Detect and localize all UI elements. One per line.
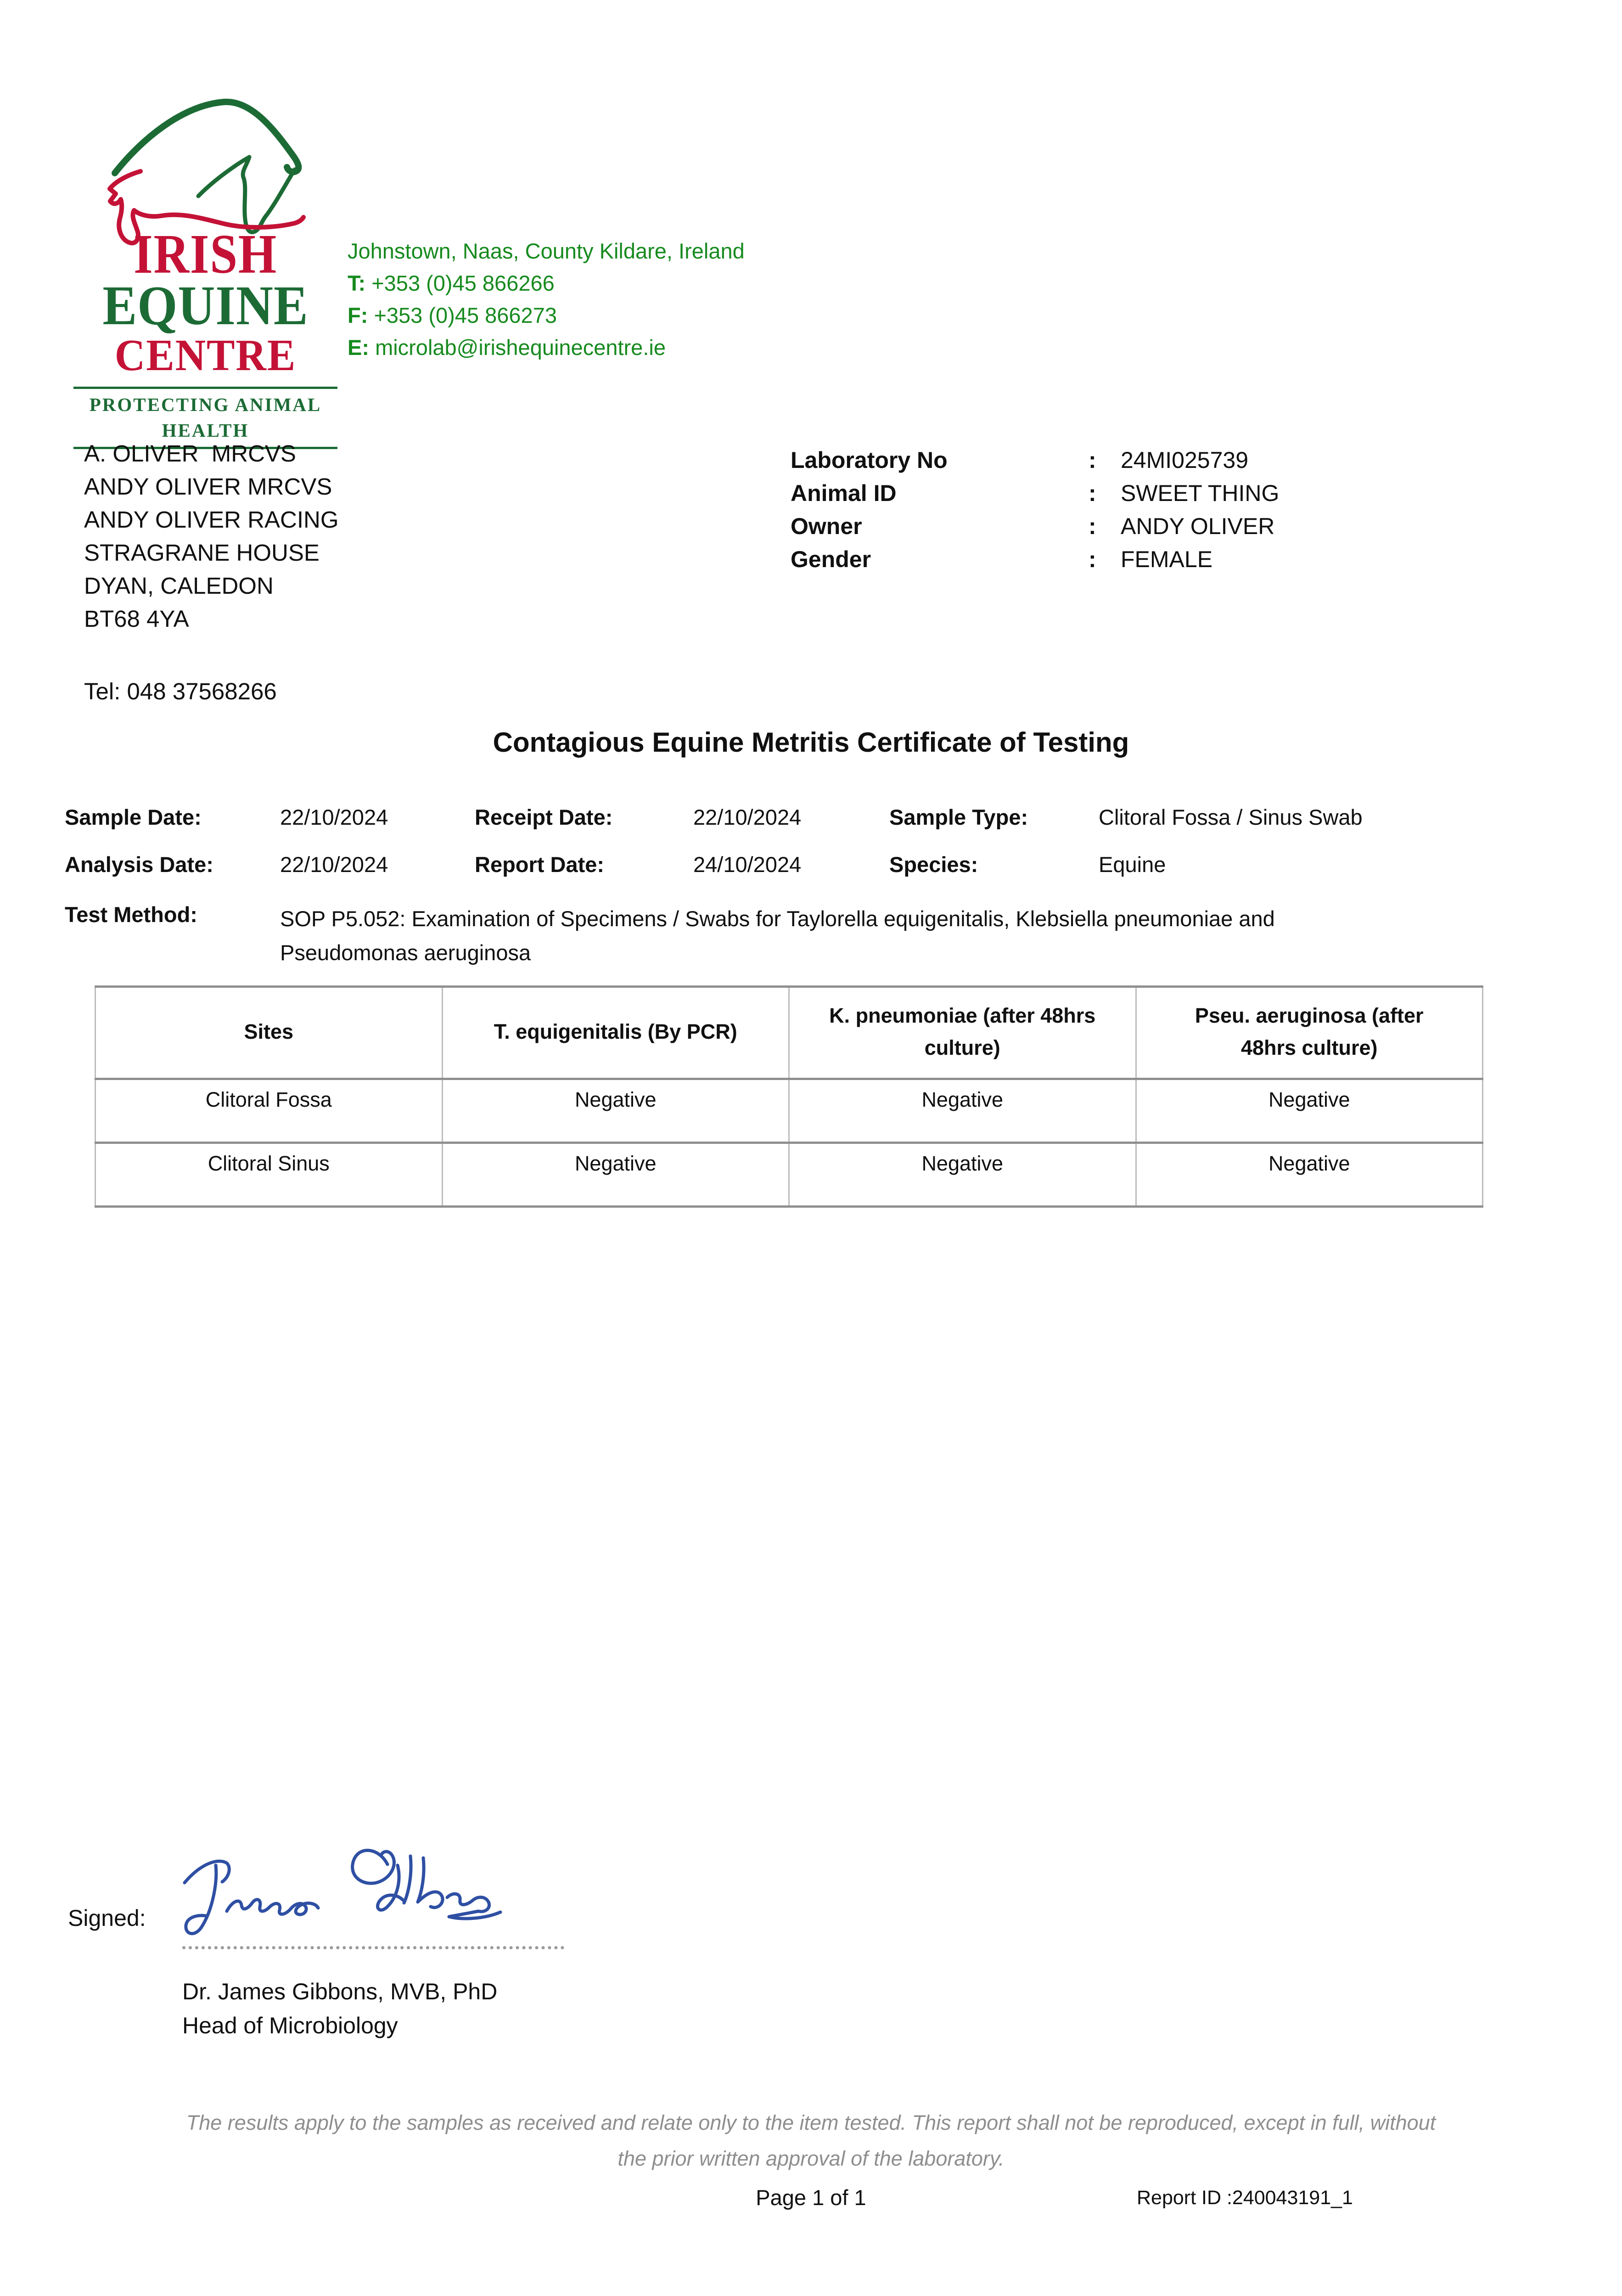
analysis-date-label: Analysis Date:	[65, 852, 213, 877]
header-sites: Sites	[95, 985, 443, 1080]
laboratory-no-label: Laboratory No	[791, 447, 948, 473]
case-row-owner: Owner : ANDY OLIVER	[791, 510, 1279, 543]
logo-wordmark: IRISH EQUINE CENTRE PROTECTING ANIMAL HE…	[73, 223, 337, 449]
recipient-line: BT68 4YA	[84, 606, 189, 632]
table-row: Clitoral Fossa Negative Negative Negativ…	[95, 1078, 1483, 1144]
gender-value: FEMALE	[1121, 546, 1213, 572]
logo-divider-top	[73, 387, 337, 389]
report-id: Report ID :240043191_1	[1137, 2187, 1353, 2209]
signer-name: Dr. James Gibbons, MVB, PhD	[182, 1979, 498, 2004]
receipt-date-label: Receipt Date:	[475, 805, 613, 829]
sample-date-value: 22/10/2024	[280, 805, 388, 829]
logo-tagline: PROTECTING ANIMAL HEALTH	[89, 394, 322, 441]
logo-word-equine: EQUINE	[102, 275, 309, 337]
results-header-row: Sites T. equigenitalis (By PCR) K. pneum…	[95, 985, 1483, 1080]
case-row-laboratory-no: Laboratory No : 24MI025739	[791, 444, 1279, 477]
site-clitoral-sinus: Clitoral Sinus	[95, 1142, 443, 1208]
sinus-t-equigenitalis-result: Negative	[441, 1142, 790, 1208]
case-details-block: Laboratory No : 24MI025739 Animal ID : S…	[791, 444, 1279, 576]
signer-role: Head of Microbiology	[182, 2013, 398, 2038]
sample-date-label: Sample Date:	[65, 805, 202, 829]
animal-id-value: SWEET THING	[1121, 480, 1280, 506]
test-method-label: Test Method:	[65, 902, 197, 927]
case-row-gender: Gender : FEMALE	[791, 543, 1279, 576]
laboratory-no-value: 24MI025739	[1121, 447, 1249, 473]
recipient-line: A. OLIVER MRCVS	[84, 440, 296, 467]
disclaimer-text: The results apply to the samples as rece…	[186, 2111, 1436, 2170]
colon: :	[1089, 447, 1096, 473]
signer-block: Dr. James Gibbons, MVB, PhD Head of Micr…	[182, 1975, 497, 2043]
contact-fax-value: +353 (0)45 866273	[374, 303, 557, 327]
report-date-value: 24/10/2024	[693, 852, 802, 877]
horse-heads-logo-icon	[107, 98, 306, 246]
sample-type-label: Sample Type:	[889, 805, 1028, 829]
species-value: Equine	[1099, 852, 1166, 877]
test-method-value: SOP P5.052: Examination of Specimens / S…	[280, 906, 1275, 965]
receipt-date-value: 22/10/2024	[693, 805, 802, 829]
report-date-label: Report Date:	[475, 852, 605, 877]
colon: :	[1089, 513, 1096, 539]
animal-id-label: Animal ID	[791, 480, 897, 506]
signature-ink-icon	[183, 1849, 502, 1936]
contact-phone-value: +353 (0)45 866266	[371, 271, 555, 295]
signed-label: Signed:	[68, 1905, 146, 1931]
sample-type-value: Clitoral Fossa / Sinus Swab	[1099, 805, 1363, 829]
recipient-line: ANDY OLIVER RACING	[84, 506, 339, 533]
recipient-line: STRAGRANE HOUSE	[84, 540, 320, 566]
gender-label: Gender	[791, 546, 871, 572]
fossa-pseu-aeruginosa-result: Negative	[1135, 1078, 1483, 1144]
signature-dotted-line	[182, 1946, 564, 1949]
colon: :	[1089, 546, 1096, 572]
recipient-line: DYAN, CALEDON	[84, 573, 274, 599]
page-number: Page 1 of 1	[756, 2185, 866, 2210]
recipient-line: ANDY OLIVER MRCVS	[84, 473, 332, 500]
fossa-k-pneumoniae-result: Negative	[788, 1078, 1137, 1144]
table-row: Clitoral Sinus Negative Negative Negativ…	[95, 1142, 1483, 1208]
species-label: Species:	[889, 852, 978, 877]
contact-phone: T: +353 (0)45 866266	[348, 267, 745, 299]
header-pseu-aeruginosa: Pseu. aeruginosa (after 48hrs culture)	[1135, 985, 1483, 1080]
contact-email: E: microlab@irishequinecentre.ie	[348, 332, 745, 364]
logo-word-irish: IRISH	[133, 223, 278, 285]
colon: :	[1089, 480, 1096, 506]
contact-email-label: E:	[348, 335, 369, 360]
results-table: Sites T. equigenitalis (By PCR) K. pneum…	[95, 985, 1483, 1208]
logo-divider-bottom	[73, 447, 337, 449]
sinus-k-pneumoniae-result: Negative	[788, 1142, 1137, 1208]
fossa-t-equigenitalis-result: Negative	[441, 1078, 790, 1144]
sinus-pseu-aeruginosa-result: Negative	[1135, 1142, 1483, 1208]
site-clitoral-fossa: Clitoral Fossa	[95, 1078, 443, 1144]
header-k-pneumoniae: K. pneumoniae (after 48hrs culture)	[788, 985, 1137, 1080]
recipient-address-block: A. OLIVER MRCVS ANDY OLIVER MRCVS ANDY O…	[84, 437, 339, 708]
contact-address: Johnstown, Naas, County Kildare, Ireland	[348, 239, 745, 263]
header-t-equigenitalis: T. equigenitalis (By PCR)	[441, 985, 790, 1080]
contact-fax-label: F:	[348, 303, 368, 327]
analysis-date-value: 22/10/2024	[280, 852, 388, 877]
contact-email-value: microlab@irishequinecentre.ie	[375, 335, 666, 360]
contact-phone-label: T:	[348, 271, 366, 295]
logo-word-centre: CENTRE	[114, 331, 297, 380]
owner-label: Owner	[791, 513, 862, 539]
owner-value: ANDY OLIVER	[1121, 513, 1275, 539]
certificate-title: Contagious Equine Metritis Certificate o…	[493, 727, 1129, 758]
contact-fax: F: +353 (0)45 866273	[348, 299, 745, 332]
lab-contact-block: Johnstown, Naas, County Kildare, Ireland…	[348, 235, 745, 364]
recipient-telephone: Tel: 048 37568266	[84, 678, 277, 704]
case-row-animal-id: Animal ID : SWEET THING	[791, 477, 1279, 510]
